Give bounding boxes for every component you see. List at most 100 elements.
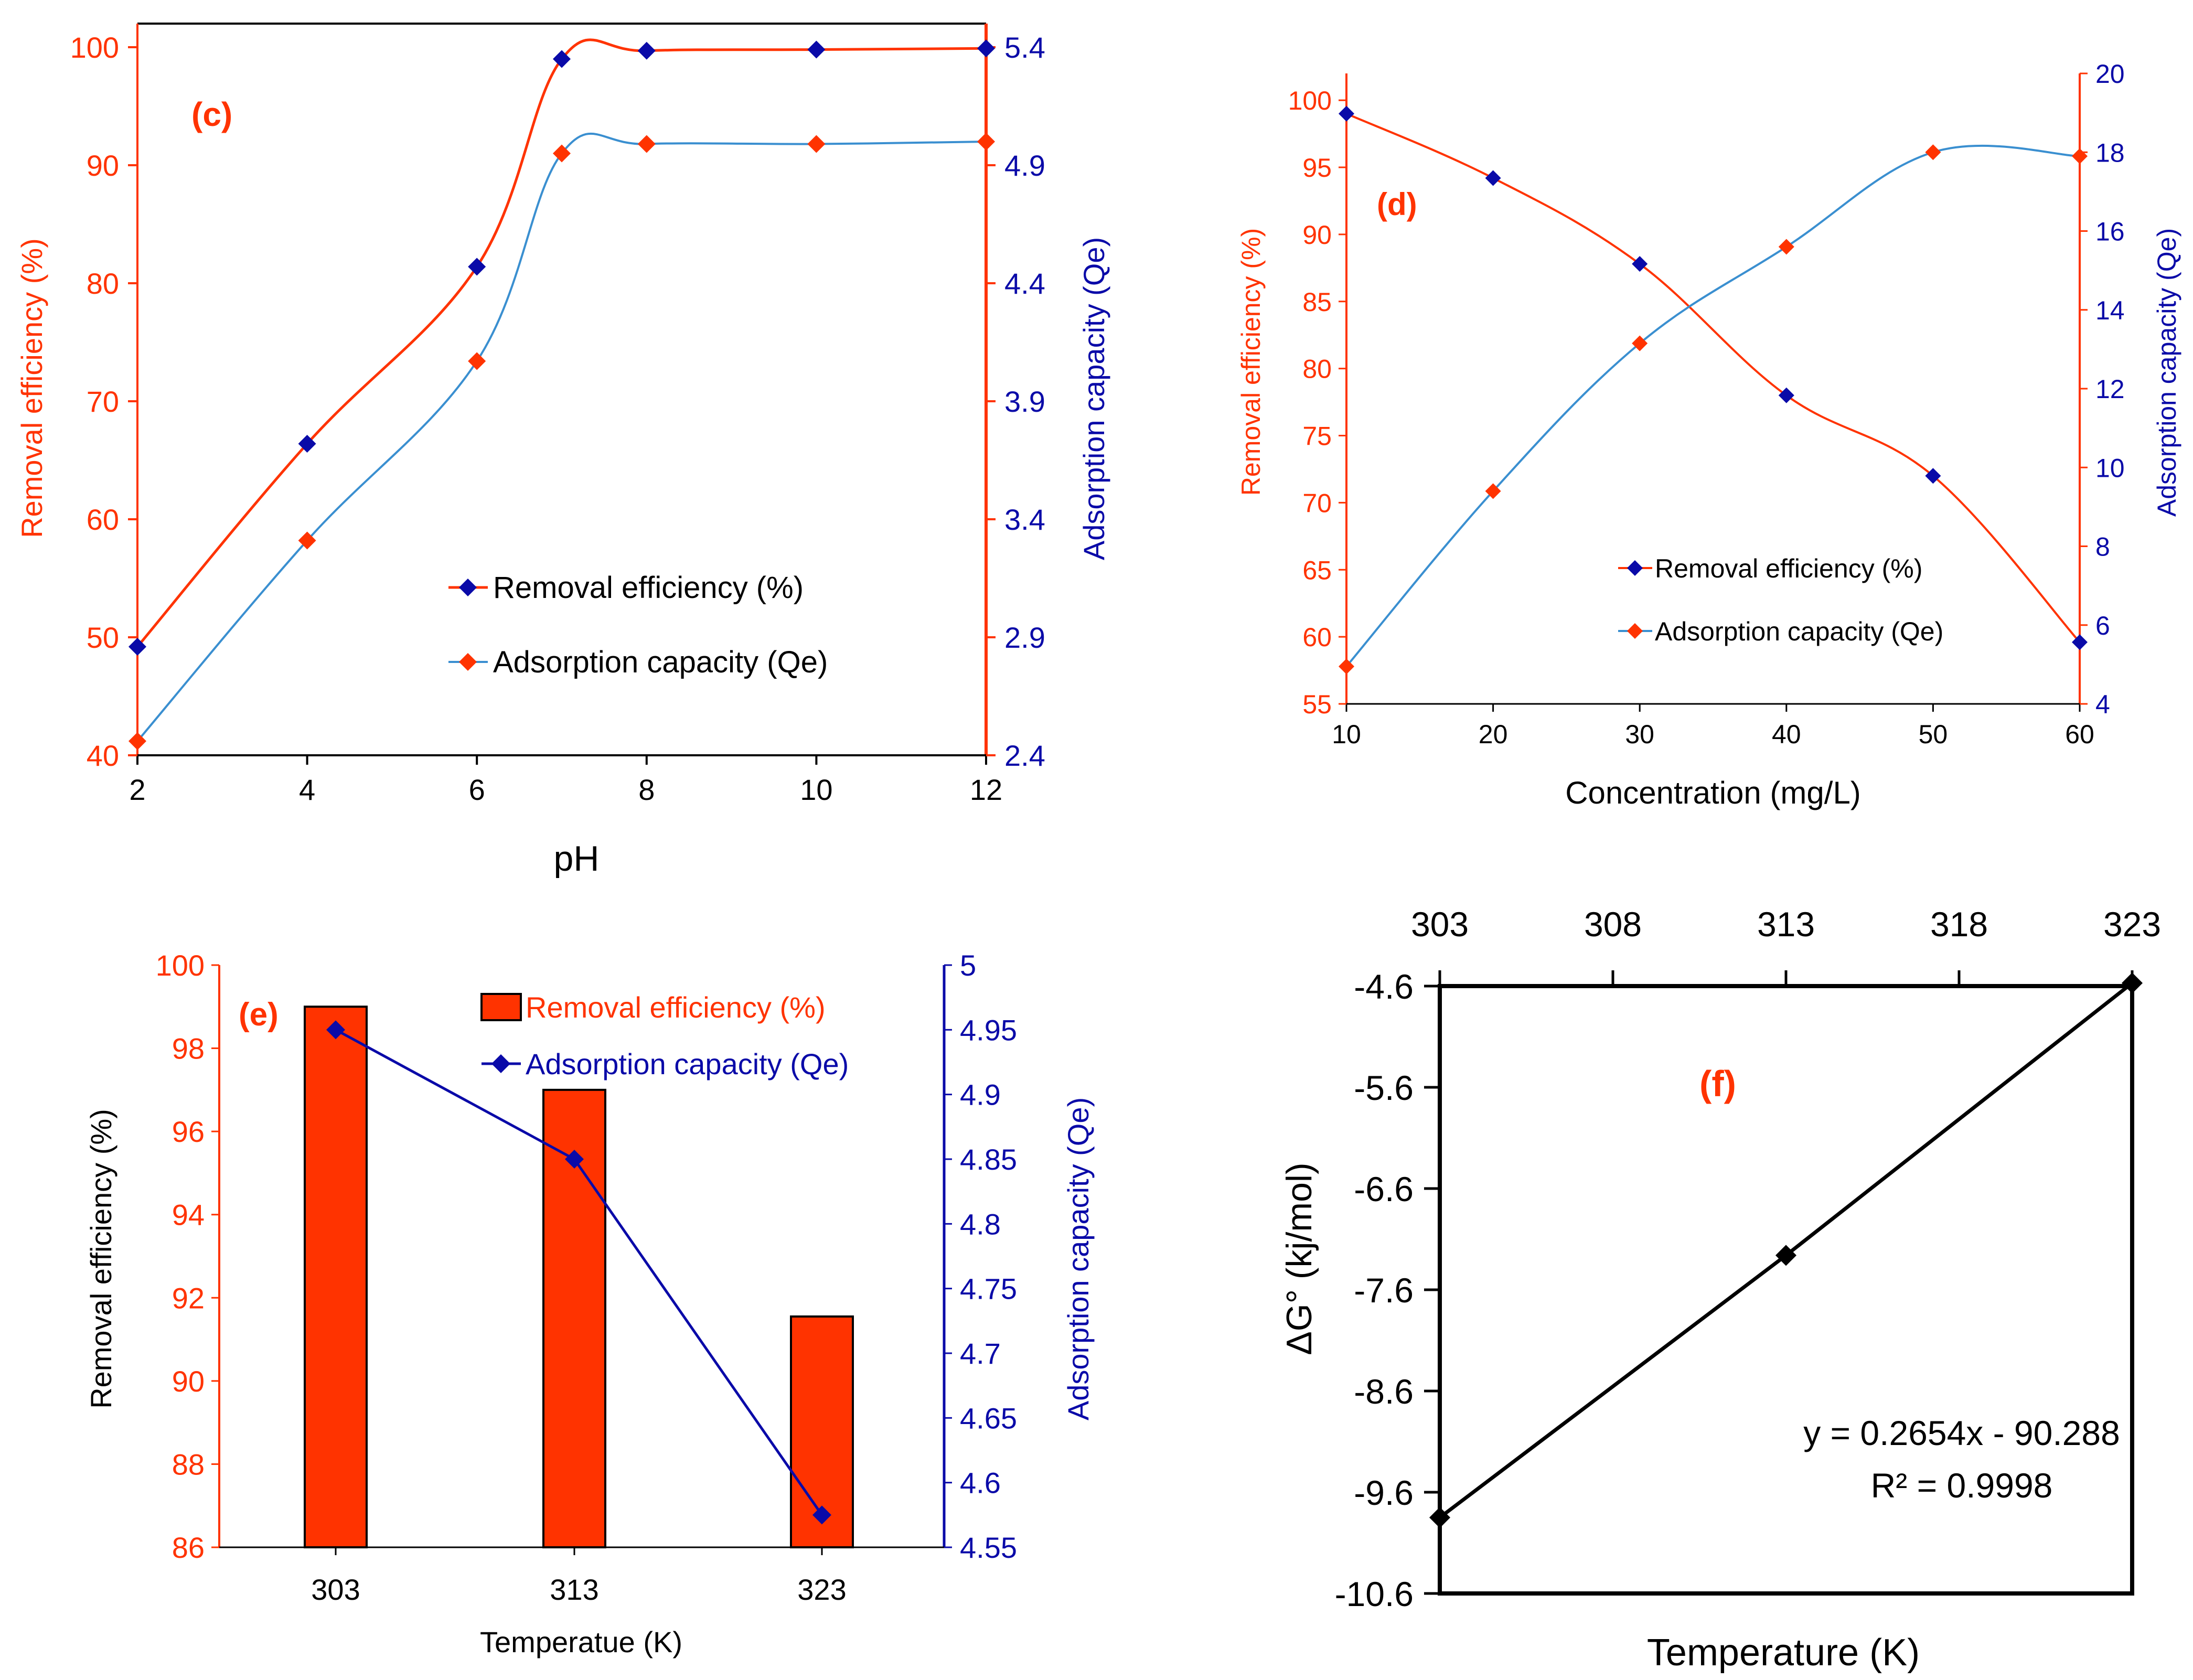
x-tick-label: 313	[550, 1573, 598, 1606]
y-tick-label: 86	[172, 1531, 205, 1564]
y-axis-label: ΔG° (kj/mol)	[1279, 1162, 1319, 1355]
y-tick-label: 88	[172, 1448, 205, 1481]
x-tick-label: 50	[1919, 720, 1948, 749]
data-point-adsorption	[2072, 148, 2088, 164]
legend-label: Adsorption capacity (Qe)	[1655, 617, 1943, 646]
x-axis-label: pH	[554, 839, 600, 879]
data-point-removal	[298, 435, 316, 453]
y2-tick-label: 4.55	[960, 1531, 1017, 1564]
data-point-adsorption	[1485, 483, 1501, 499]
y-tick-label: 60	[87, 503, 119, 536]
y2-tick-label: 4.75	[960, 1272, 1017, 1306]
y2-tick-label: 4.8	[960, 1207, 1001, 1240]
x-tick-label: 318	[1930, 905, 1988, 944]
y2-tick-label: 4.9	[960, 1078, 1001, 1111]
y-tick-label: 50	[87, 621, 119, 654]
y-tick-label: 55	[1302, 690, 1332, 719]
y2-tick-label: 4	[2095, 690, 2110, 719]
y-tick-label: -9.6	[1354, 1473, 1414, 1512]
y-tick-label: -10.6	[1335, 1575, 1414, 1613]
panel-label: (f)	[1699, 1063, 1736, 1104]
x-tick-label: 40	[1772, 720, 1801, 749]
y2-tick-label: 4.9	[1004, 149, 1045, 182]
y-tick-label: 75	[1302, 422, 1332, 451]
data-point-adsorption	[298, 531, 316, 550]
y-tick-label: 100	[70, 31, 119, 64]
data-point-adsorption	[1339, 658, 1354, 675]
data-point	[2122, 972, 2143, 994]
data-point-adsorption	[553, 144, 571, 163]
y-tick-label: 98	[172, 1032, 205, 1065]
legend-marker	[480, 993, 522, 1021]
x-tick-label: 8	[638, 773, 655, 806]
data-point-adsorption	[468, 352, 486, 370]
data-point-removal	[1925, 468, 1941, 484]
series-line-removal	[1346, 112, 2081, 643]
legend-marker	[1627, 623, 1643, 639]
data-point-removal	[637, 41, 656, 60]
series-line-adsorption	[1345, 144, 2080, 667]
y-tick-label: 90	[172, 1365, 205, 1398]
r-squared: R² = 0.9998	[1871, 1466, 2053, 1505]
legend-label: Adsorption capacity (Qe)	[493, 645, 828, 679]
data-point-removal	[129, 638, 146, 656]
data-point-removal	[553, 50, 571, 68]
data-point-adsorption	[1632, 335, 1648, 351]
y-tick-label: 70	[1302, 488, 1332, 518]
y2-tick-label: 2.4	[1004, 739, 1045, 772]
legend-label: Adsorption capacity (Qe)	[526, 1047, 849, 1080]
y-tick-label: 100	[156, 949, 205, 982]
y2-tick-label: 5.4	[1004, 31, 1045, 64]
data-point-removal	[1778, 387, 1794, 403]
x-tick-label: 12	[970, 773, 1002, 806]
data-point-removal	[807, 40, 826, 59]
y2-tick-label: 20	[2095, 59, 2125, 89]
y-tick-label: -4.6	[1354, 967, 1414, 1006]
y2-tick-label: 4.7	[960, 1337, 1001, 1370]
chart-c: 2 4 6 8 10 12 40 50 60 70 80 90 100 2.4 2.9 3.4 3.9 4.4 4.…	[15, 23, 1110, 879]
legend-label: Removal efficiency (%)	[1655, 554, 1922, 583]
chart-e: 86 88 90 92 94 96 98 100 4.55 4.6 4.65 4.7 4.75 4.8 4.…	[84, 949, 1095, 1658]
y-tick-label: -7.6	[1354, 1271, 1414, 1310]
y-axis-label: Removal efficiency (%)	[1236, 228, 1266, 496]
y2-tick-label: 4.95	[960, 1013, 1017, 1046]
y2-tick-label: 14	[2095, 296, 2125, 325]
chart-f: 303 308 313 318 323 -4.6 -5.6 -6.6 -7.6 -8.6 -9.6 -…	[1279, 905, 2161, 1674]
y-tick-label: 95	[1302, 153, 1332, 183]
x-tick-label: 303	[1411, 905, 1469, 944]
x-axis-label: Temperatue (K)	[480, 1625, 682, 1658]
data-point-adsorption	[1778, 239, 1794, 255]
x-tick-label: 20	[1479, 720, 1508, 749]
y2-tick-label: 3.9	[1004, 385, 1045, 418]
data-point-removal	[2072, 634, 2088, 650]
panel-label: (c)	[191, 95, 232, 133]
x-tick-label: 303	[311, 1573, 360, 1606]
x-axis-label: Temperature (K)	[1647, 1632, 1920, 1674]
data-point-removal	[1339, 105, 1354, 122]
data-point-adsorption	[1925, 144, 1941, 160]
y2-axis-label: Adsorption capacity (Qe)	[2152, 228, 2181, 517]
y2-tick-label: 3.4	[1004, 503, 1045, 536]
y2-axis-label: Adsorption capacity (Qe)	[1062, 1097, 1095, 1420]
y2-tick-label: 6	[2095, 611, 2110, 640]
y2-tick-label: 2.9	[1004, 621, 1045, 654]
x-tick-label: 4	[299, 773, 315, 806]
y-tick-label: 70	[87, 385, 119, 418]
y-tick-label: 100	[1288, 86, 1332, 115]
y2-tick-label: 4.65	[960, 1401, 1017, 1435]
x-tick-label: 6	[469, 773, 485, 806]
data-point-adsorption	[977, 133, 995, 151]
series-line-removal	[136, 38, 987, 648]
y2-tick-label: 4.4	[1004, 267, 1045, 300]
y-tick-label: 60	[1302, 623, 1332, 652]
y-tick-label: 94	[172, 1199, 205, 1232]
data-point-removal	[1485, 170, 1501, 186]
data-point-removal	[468, 258, 486, 276]
data-point	[1429, 1507, 1450, 1528]
x-tick-label: 2	[129, 773, 145, 806]
x-tick-label: 10	[1332, 720, 1361, 749]
y-axis-label: Removal efficiency (%)	[15, 238, 48, 538]
y2-tick-label: 8	[2095, 532, 2110, 562]
x-tick-label: 30	[1625, 720, 1654, 749]
